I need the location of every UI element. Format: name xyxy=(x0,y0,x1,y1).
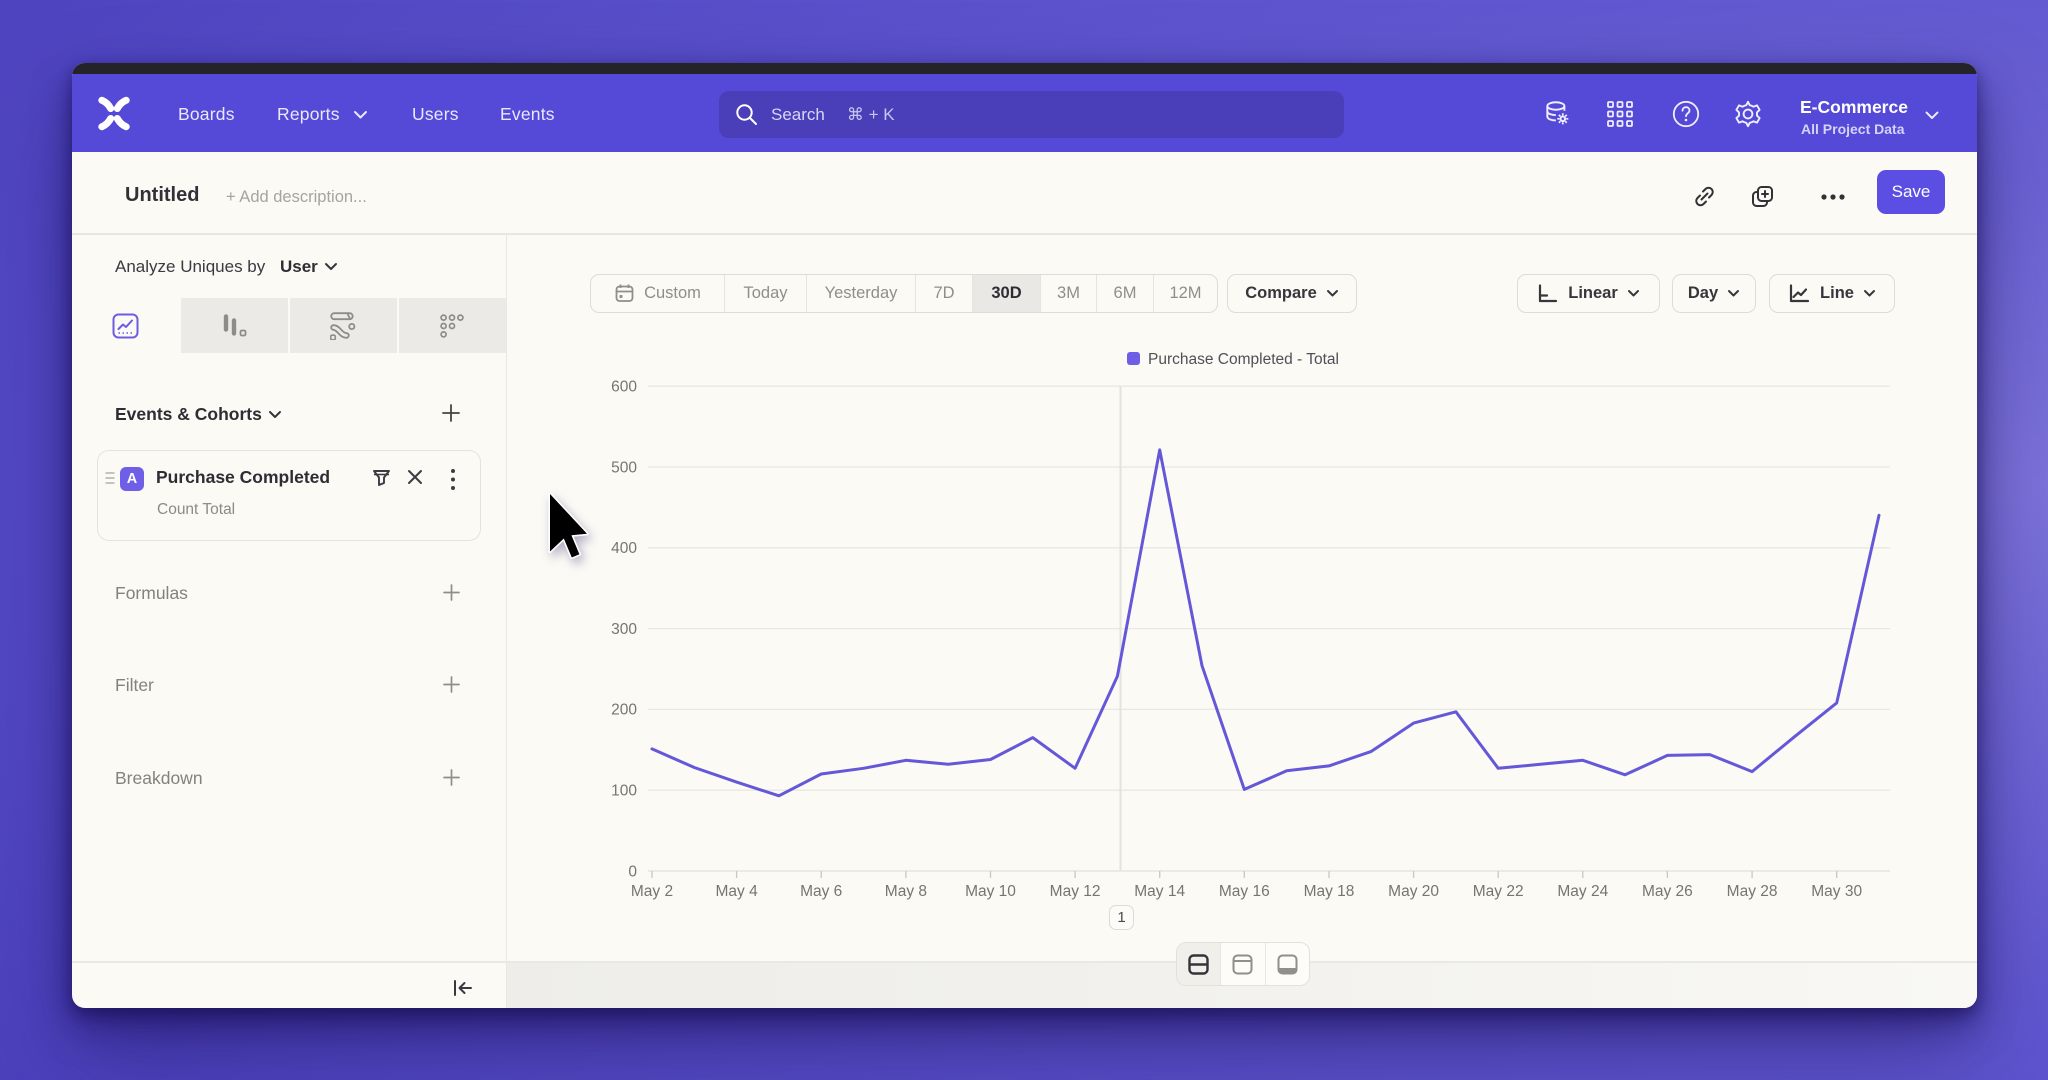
svg-text:100: 100 xyxy=(611,783,637,800)
svg-text:May 16: May 16 xyxy=(1219,883,1270,900)
svg-text:0: 0 xyxy=(628,863,637,880)
svg-text:May 22: May 22 xyxy=(1473,883,1524,900)
svg-text:200: 200 xyxy=(611,702,637,719)
svg-text:May 2: May 2 xyxy=(631,883,673,900)
svg-text:600: 600 xyxy=(611,379,637,396)
svg-text:May 26: May 26 xyxy=(1642,883,1693,900)
svg-text:May 12: May 12 xyxy=(1050,883,1101,900)
svg-text:400: 400 xyxy=(611,540,637,557)
svg-text:May 8: May 8 xyxy=(885,883,927,900)
svg-text:May 20: May 20 xyxy=(1388,883,1439,900)
svg-text:500: 500 xyxy=(611,459,637,476)
svg-text:May 14: May 14 xyxy=(1134,883,1185,900)
svg-text:May 10: May 10 xyxy=(965,883,1016,900)
svg-text:May 4: May 4 xyxy=(715,883,758,900)
svg-text:May 28: May 28 xyxy=(1727,883,1778,900)
svg-text:May 24: May 24 xyxy=(1557,883,1608,900)
svg-text:May 30: May 30 xyxy=(1811,883,1862,900)
svg-text:300: 300 xyxy=(611,621,637,638)
svg-text:May 18: May 18 xyxy=(1304,883,1355,900)
svg-text:May 6: May 6 xyxy=(800,883,842,900)
